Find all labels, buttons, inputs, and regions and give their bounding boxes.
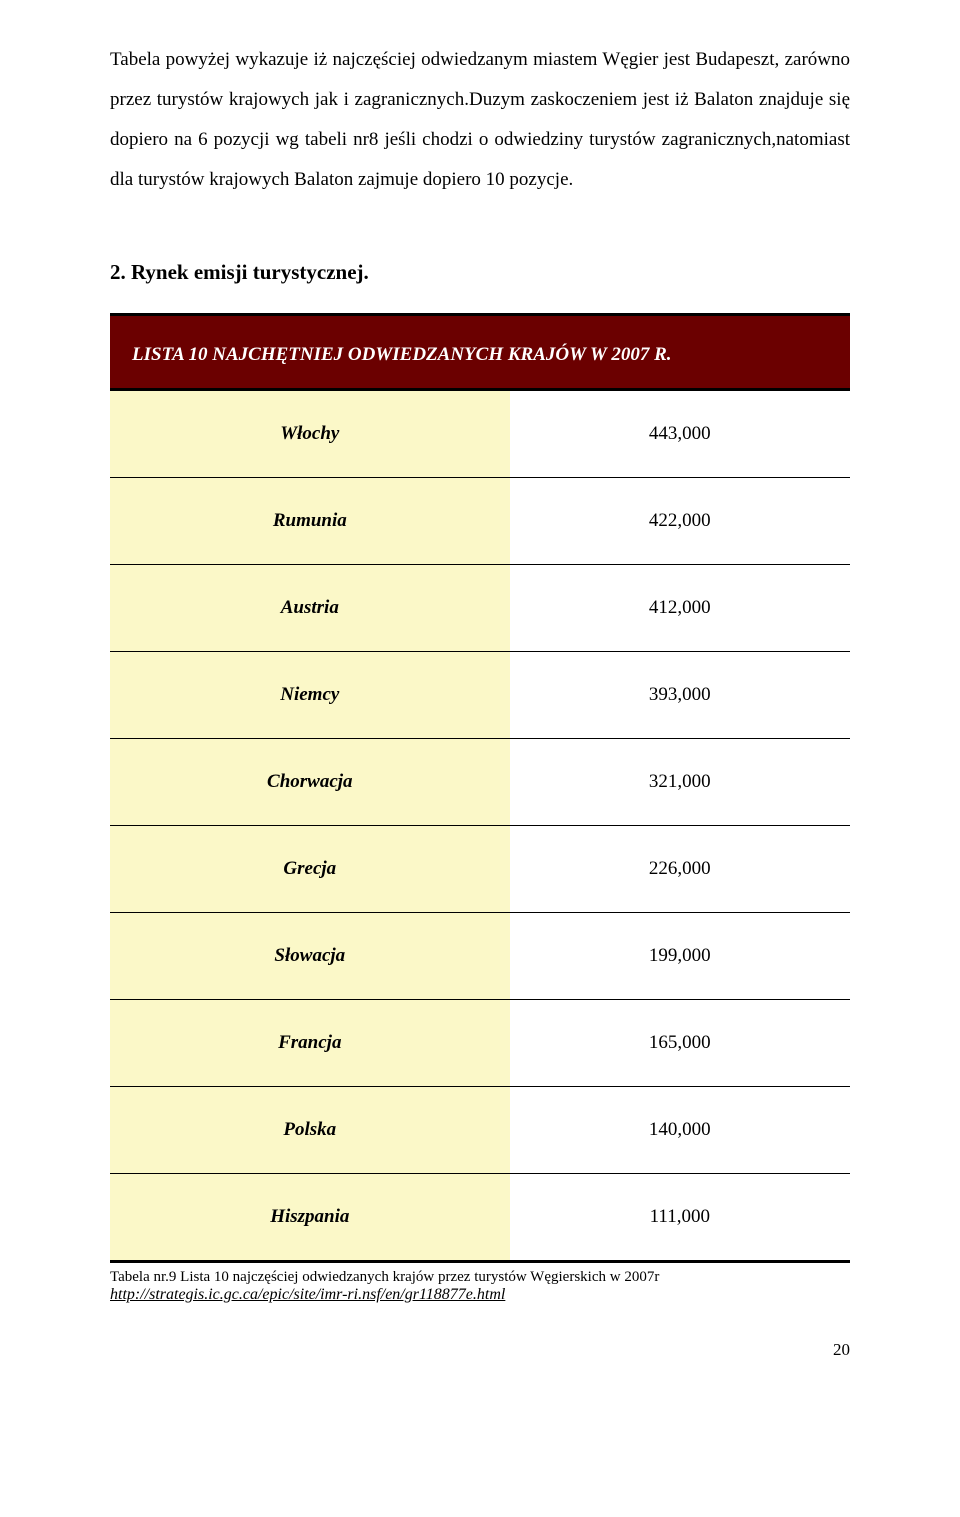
countries-table: LISTA 10 NAJCHĘTNIEJ ODWIEDZANYCH KRAJÓW…: [110, 313, 850, 1263]
table-row: Austria412,000: [110, 565, 850, 652]
table-row: Grecja226,000: [110, 826, 850, 913]
country-cell: Chorwacja: [110, 739, 510, 825]
country-cell: Rumunia: [110, 478, 510, 564]
value-cell: 422,000: [510, 478, 850, 564]
value-cell: 226,000: [510, 826, 850, 912]
value-cell: 443,000: [510, 391, 850, 477]
intro-paragraph: Tabela powyżej wykazuje iż najczęściej o…: [110, 40, 850, 200]
country-cell: Niemcy: [110, 652, 510, 738]
table-row: Francja165,000: [110, 1000, 850, 1087]
table-row: Rumunia422,000: [110, 478, 850, 565]
country-cell: Włochy: [110, 391, 510, 477]
country-cell: Hiszpania: [110, 1174, 510, 1260]
value-cell: 393,000: [510, 652, 850, 738]
table-row: Polska140,000: [110, 1087, 850, 1174]
table-row: Niemcy393,000: [110, 652, 850, 739]
section-heading: 2. Rynek emisji turystycznej.: [110, 260, 850, 285]
value-cell: 321,000: [510, 739, 850, 825]
country-cell: Polska: [110, 1087, 510, 1173]
table-caption: Tabela nr.9 Lista 10 najczęściej odwiedz…: [110, 1269, 850, 1286]
value-cell: 165,000: [510, 1000, 850, 1086]
value-cell: 199,000: [510, 913, 850, 999]
table-row: Słowacja199,000: [110, 913, 850, 1000]
country-cell: Słowacja: [110, 913, 510, 999]
country-cell: Austria: [110, 565, 510, 651]
table-row: Chorwacja321,000: [110, 739, 850, 826]
table-body: Włochy443,000Rumunia422,000Austria412,00…: [110, 391, 850, 1260]
value-cell: 412,000: [510, 565, 850, 651]
country-cell: Francja: [110, 1000, 510, 1086]
page-number: 20: [110, 1340, 850, 1360]
source-link[interactable]: http://strategis.ic.gc.ca/epic/site/imr-…: [110, 1286, 505, 1303]
country-cell: Grecja: [110, 826, 510, 912]
value-cell: 111,000: [510, 1174, 850, 1260]
table-row: Hiszpania111,000: [110, 1174, 850, 1260]
table-row: Włochy443,000: [110, 391, 850, 478]
table-title: LISTA 10 NAJCHĘTNIEJ ODWIEDZANYCH KRAJÓW…: [110, 316, 850, 391]
value-cell: 140,000: [510, 1087, 850, 1173]
